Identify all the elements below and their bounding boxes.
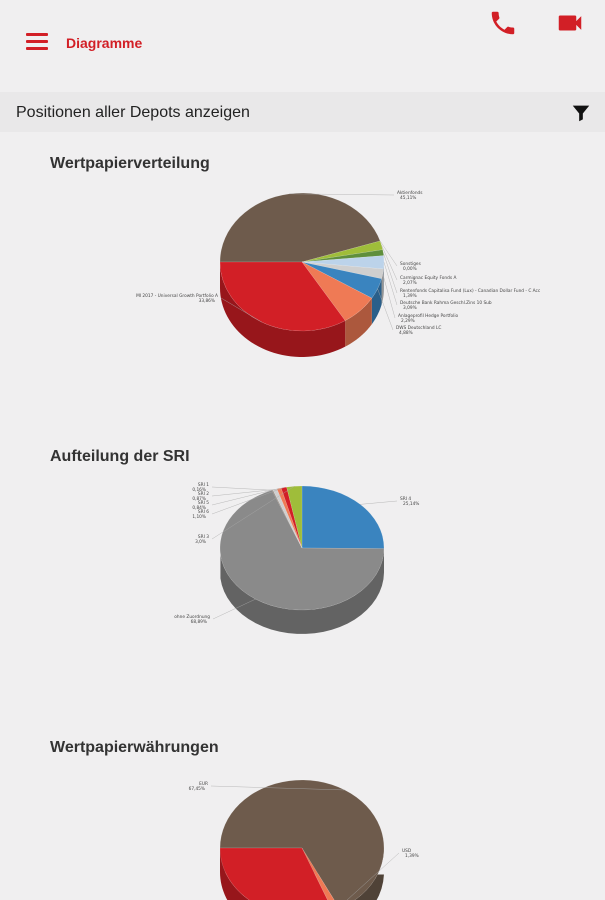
- pie-slice-label: SRI 1: [198, 482, 209, 488]
- pie-slice-side: [345, 298, 372, 347]
- pie-slice-value: 2,07%: [403, 280, 417, 286]
- pie-slice-value: 68,89%: [191, 619, 207, 625]
- pie-slice-label: EUR: [199, 781, 208, 787]
- pie-label-line: [211, 487, 284, 515]
- pie-label-line: [383, 262, 398, 306]
- pie-slice-value: 0,16%: [192, 487, 206, 493]
- pie-slice-value: 2,29%: [401, 318, 415, 324]
- section-title-securities-distribution: Wertpapierverteilung: [50, 155, 210, 172]
- pie-slice-side: [220, 548, 384, 634]
- page-title: Diagramme: [66, 35, 143, 51]
- pie-slice-label: USD: [402, 848, 412, 854]
- video-camera-icon[interactable]: [555, 8, 585, 38]
- pie-slice-label: SRI 5: [198, 500, 209, 506]
- pie-slice-value: 45,11%: [400, 195, 416, 201]
- pie-slice-label: DWS Deutschland LC: [396, 325, 441, 331]
- pie-label-line: [382, 273, 396, 319]
- pie-slice-side: [220, 262, 346, 357]
- pie-slice[interactable]: [301, 485, 385, 549]
- filter-label: Positionen aller Depots anzeigen: [16, 104, 250, 121]
- pie-label-line: [379, 240, 398, 267]
- pie-label-line: [381, 245, 398, 281]
- pie-slice-label: SRI 3: [198, 534, 209, 540]
- pie-slice-value: 0,87%: [192, 496, 206, 502]
- pie-slice-value: 1,39%: [403, 293, 417, 299]
- section-title-sri-distribution: Aufteilung der SRI: [50, 448, 190, 465]
- pie-slice-value: 0,84%: [192, 505, 206, 511]
- pie-slice-label: SRI 6: [198, 509, 209, 515]
- pie-slice-value: 3,09%: [403, 305, 417, 311]
- pie-slice-label: Deutsche Bank Rahma Geschl.Zins 10 Sub: [400, 300, 492, 306]
- pie-label-line: [289, 193, 395, 196]
- pie-label-line: [383, 252, 398, 294]
- pie-label-line: [212, 598, 256, 620]
- pie-slice-label: Carmignac Equity Fonds A: [400, 275, 456, 281]
- pie-label-line: [360, 500, 398, 505]
- pie-slice[interactable]: [219, 490, 385, 611]
- pie-slice-label: Rentenfonds Capitalisa Fund (Lux) - Cana…: [400, 288, 541, 294]
- pie-slice-label: SRI 2: [198, 491, 209, 497]
- app-bar: Diagramme: [0, 0, 605, 84]
- pie-slice-label: Anlageprofil Hedge Portfolio: [398, 313, 459, 319]
- pie-slice-label: Aktienfonds: [397, 190, 423, 196]
- pie-slice[interactable]: [301, 261, 373, 321]
- pie-label-line: [220, 297, 263, 323]
- pie-slice-side: [381, 268, 384, 305]
- pie-label-line: [211, 489, 275, 497]
- filter-icon[interactable]: [570, 102, 592, 124]
- pie-slice[interactable]: [280, 486, 303, 549]
- pie-slice-label: MI 2017 - Universal Growth Portfolio A: [136, 293, 218, 299]
- filter-bar: Positionen aller Depots anzeigen: [0, 92, 605, 132]
- section-title-currencies: Wertpapierwährungen: [50, 739, 219, 756]
- pie-label-line: [211, 488, 280, 506]
- phone-icon[interactable]: [488, 8, 518, 38]
- pie-slice-value: 0,00%: [403, 266, 417, 272]
- pie-slice-value: 67,45%: [189, 786, 205, 792]
- pie-label-line: [346, 852, 400, 900]
- pie-slice-value: 1,39%: [405, 853, 419, 859]
- pie-label-line: [377, 288, 394, 331]
- pie-label-line: [211, 486, 295, 540]
- pie-slice-label: ohne Zuordnung: [174, 614, 210, 620]
- hamburger-menu-icon[interactable]: [22, 30, 52, 54]
- pie-slice-side: [371, 278, 382, 325]
- pie-slice-label: Sonstiges: [400, 261, 422, 267]
- pie-slice-value: 4,88%: [399, 330, 413, 336]
- pie-slice-label: SRI 4: [400, 496, 411, 502]
- pie-label-line: [211, 486, 273, 491]
- pie-slice[interactable]: [219, 847, 333, 900]
- pie-slice-value: 25,14%: [403, 501, 419, 507]
- pie-label-line: [210, 785, 345, 791]
- pie-slice[interactable]: [219, 261, 346, 332]
- pie-slice[interactable]: [286, 485, 303, 549]
- pie-slice-value: 3,0%: [195, 539, 206, 545]
- pie-slice-value: 1,10%: [192, 514, 206, 520]
- pie-slice-side: [220, 848, 250, 900]
- pie-slice-value: 33,86%: [199, 298, 215, 304]
